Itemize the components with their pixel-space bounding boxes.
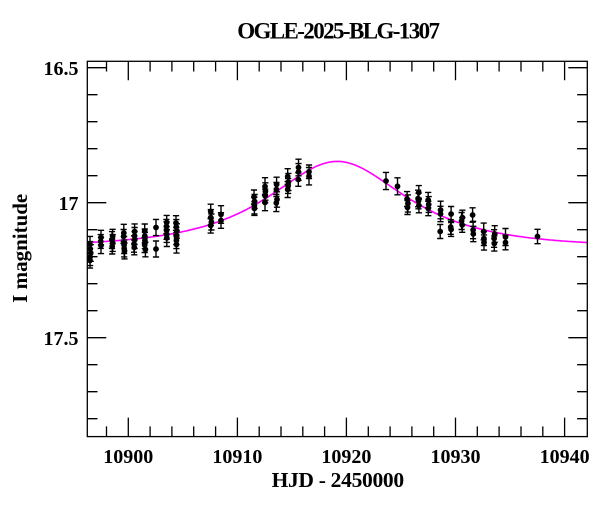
- svg-text:I magnitude: I magnitude: [8, 194, 32, 303]
- svg-text:10920: 10920: [321, 446, 371, 468]
- svg-text:10910: 10910: [212, 446, 262, 468]
- svg-text:10940: 10940: [540, 446, 590, 468]
- svg-text:OGLE-2025-BLG-1307: OGLE-2025-BLG-1307: [237, 18, 439, 43]
- svg-text:10930: 10930: [431, 446, 481, 468]
- svg-text:17: 17: [59, 193, 79, 215]
- svg-text:HJD - 2450000: HJD - 2450000: [272, 468, 404, 492]
- svg-text:10900: 10900: [103, 446, 153, 468]
- svg-text:17.5: 17.5: [44, 328, 79, 350]
- svg-text:16.5: 16.5: [44, 58, 79, 80]
